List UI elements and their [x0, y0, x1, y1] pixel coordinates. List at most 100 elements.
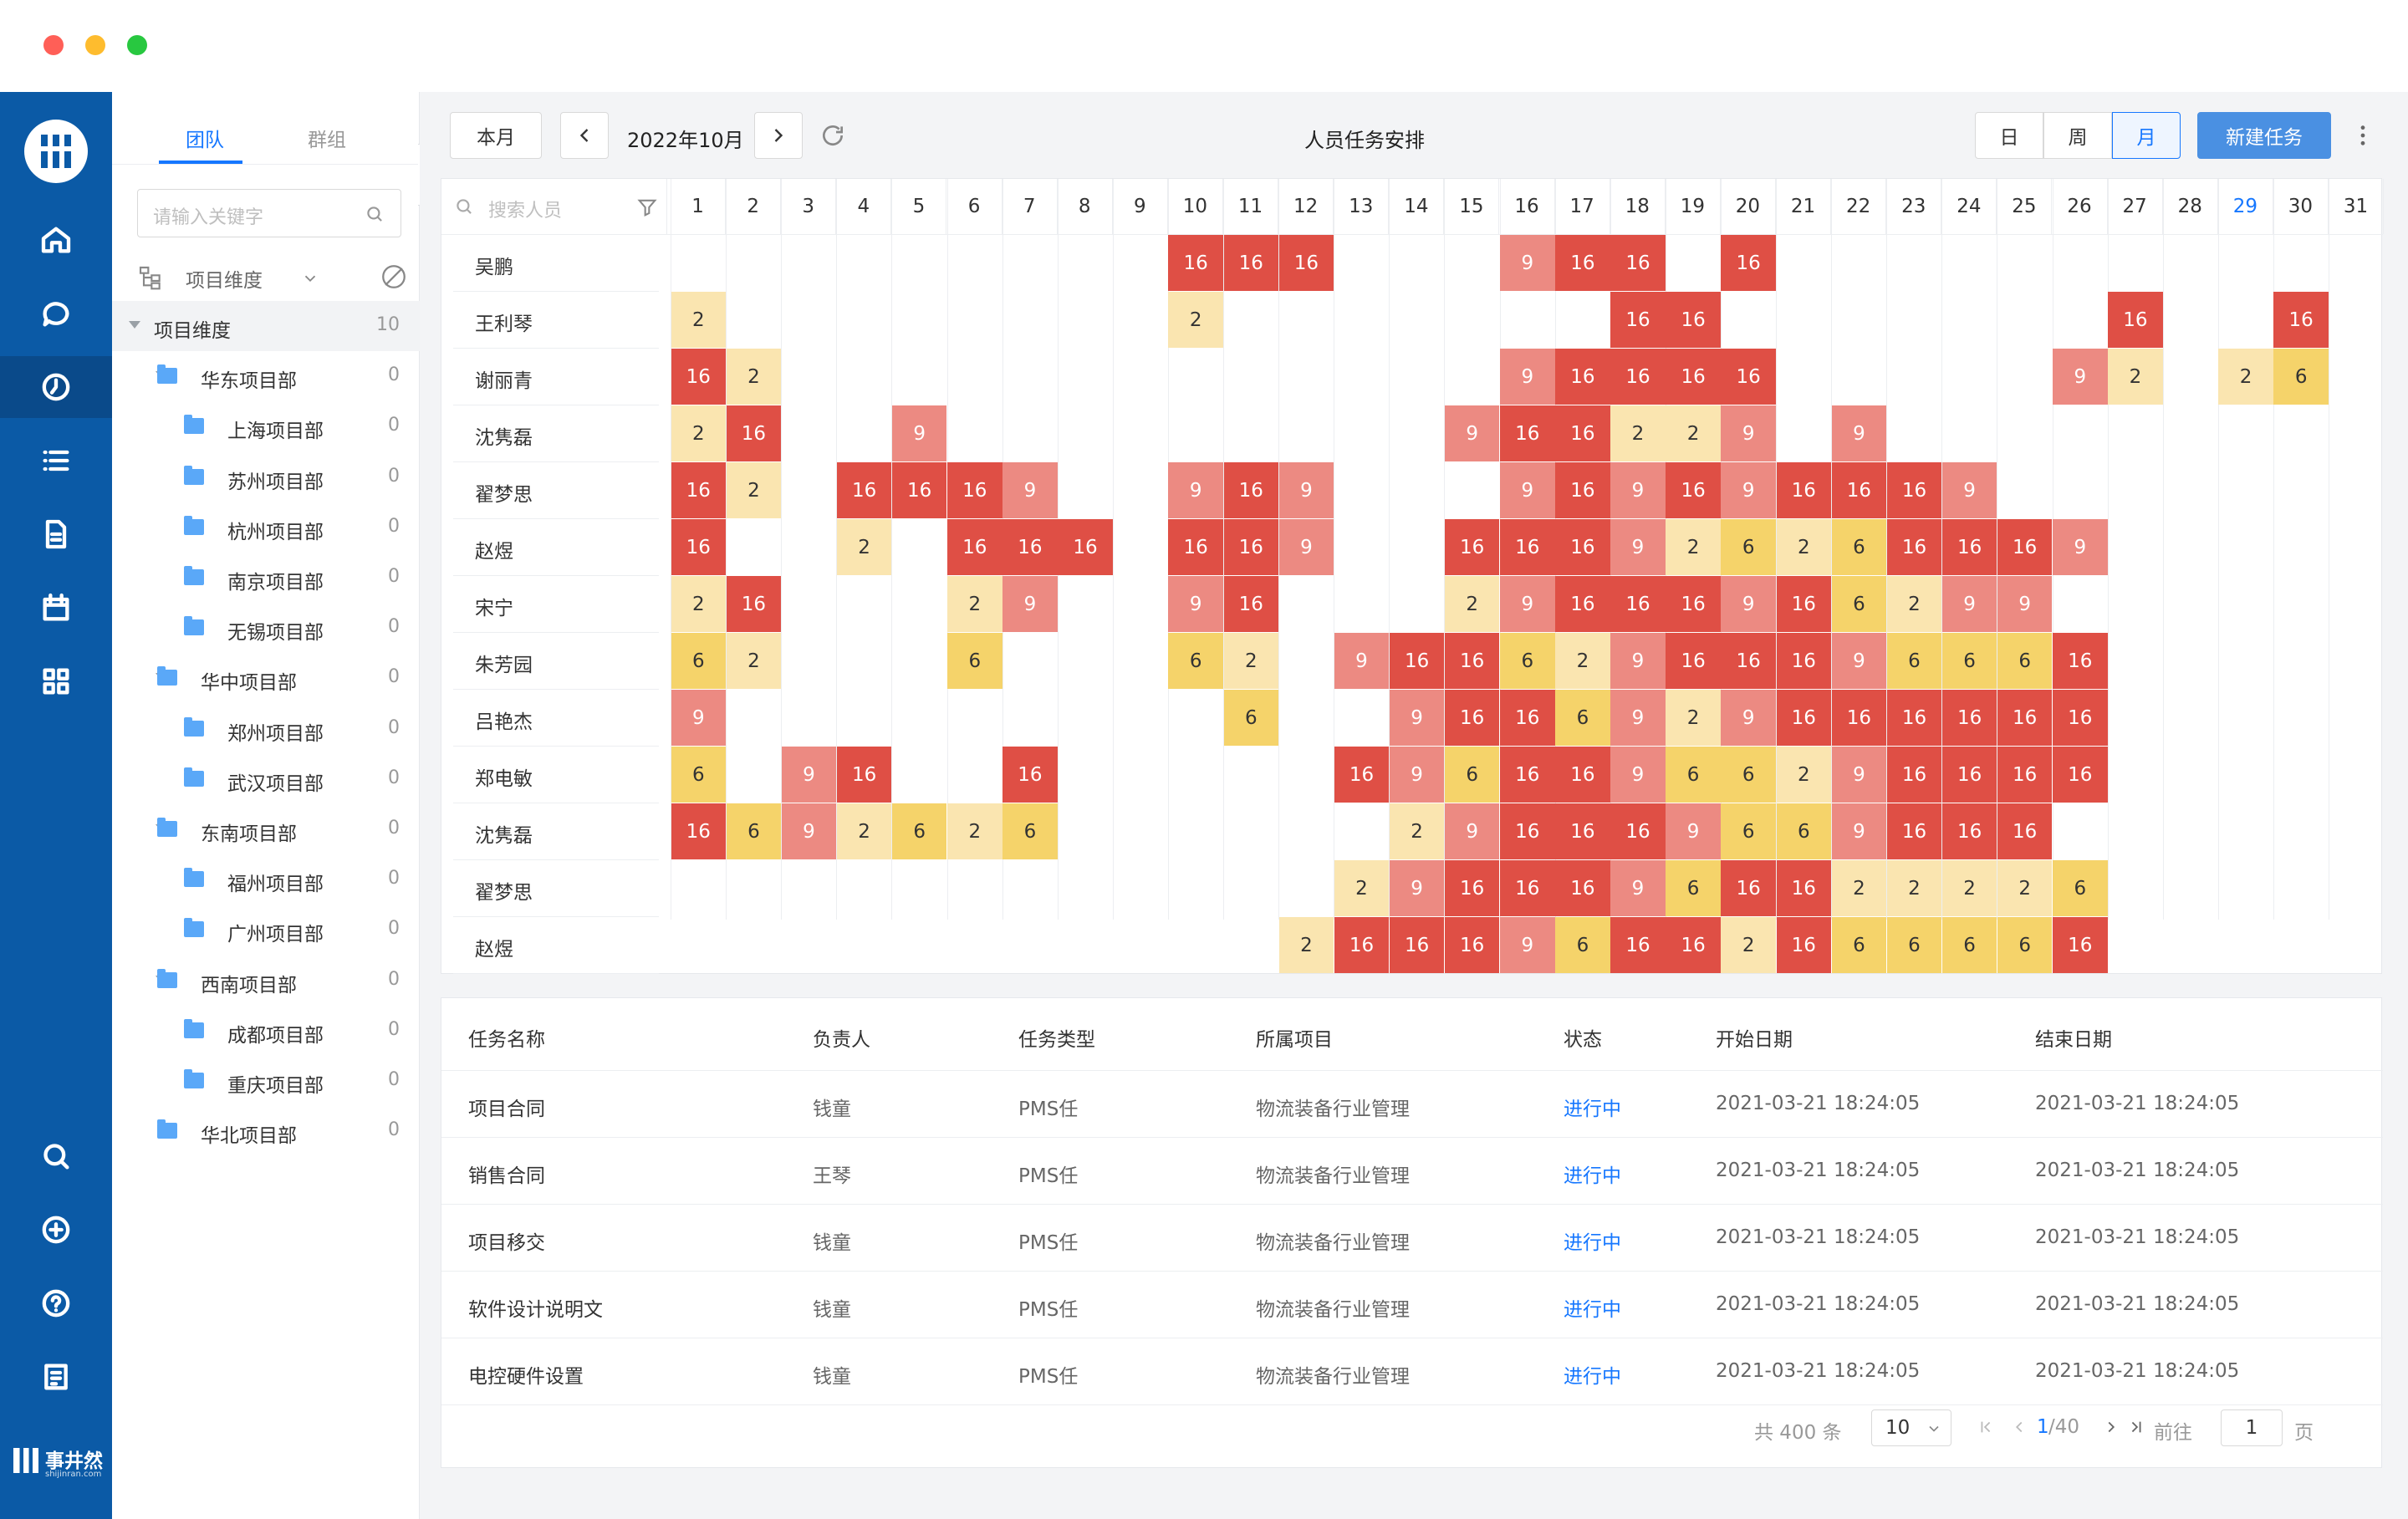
- task-load-cell[interactable]: 16: [1666, 462, 1721, 518]
- task-load-cell[interactable]: 16: [1721, 633, 1776, 689]
- table-row[interactable]: 软件设计说明文 钱童 PMS任 物流装备行业管理 进行中 2021-03-21 18:24…: [441, 1271, 2383, 1338]
- task-load-cell[interactable]: 9: [1500, 917, 1555, 973]
- home-icon[interactable]: [0, 209, 112, 271]
- task-load-cell[interactable]: 2: [1831, 860, 1887, 916]
- task-load-cell[interactable]: 6: [1721, 803, 1776, 859]
- task-load-cell[interactable]: 16: [1610, 803, 1666, 859]
- task-load-cell[interactable]: 16: [2053, 917, 2108, 973]
- first-page-icon[interactable]: [1977, 1418, 1995, 1436]
- task-load-cell[interactable]: 9: [1666, 803, 1721, 859]
- task-load-cell[interactable]: 16: [671, 803, 727, 859]
- view-day-button[interactable]: 日: [1975, 112, 2043, 159]
- person-name[interactable]: 翟梦思: [475, 484, 533, 506]
- task-load-cell[interactable]: 16: [671, 349, 727, 405]
- task-load-cell[interactable]: 16: [1500, 860, 1555, 916]
- no-view-icon[interactable]: [380, 263, 408, 291]
- task-load-cell[interactable]: 16: [1555, 576, 1610, 632]
- task-load-cell[interactable]: 6: [1002, 803, 1058, 859]
- tree-node[interactable]: 华东项目部 0: [112, 351, 420, 401]
- tree-node[interactable]: 杭州项目部 0: [112, 502, 420, 553]
- tree-node[interactable]: 福州项目部 0: [112, 854, 420, 905]
- task-load-cell[interactable]: 16: [1776, 860, 1832, 916]
- task-load-cell[interactable]: 6: [1555, 917, 1610, 973]
- person-name[interactable]: 谢丽青: [475, 370, 533, 392]
- task-load-cell[interactable]: 6: [1997, 633, 2053, 689]
- last-page-icon[interactable]: [2127, 1418, 2145, 1436]
- task-load-cell[interactable]: 6: [1444, 747, 1500, 803]
- task-load-cell[interactable]: 2: [1555, 633, 1610, 689]
- task-load-cell[interactable]: 2: [1444, 576, 1500, 632]
- task-load-cell[interactable]: 16: [1666, 292, 1721, 348]
- task-load-cell[interactable]: 2: [836, 519, 892, 575]
- search-icon[interactable]: [0, 1125, 112, 1187]
- task-load-cell[interactable]: 16: [1997, 690, 2053, 746]
- table-row[interactable]: 电控硬件设置 钱童 PMS任 物流装备行业管理 进行中 2021-03-21 18:24:…: [441, 1338, 2383, 1404]
- task-load-cell[interactable]: 2: [1997, 860, 2053, 916]
- person-name[interactable]: 吕艳杰: [475, 711, 533, 733]
- task-load-cell[interactable]: 6: [1776, 803, 1832, 859]
- task-load-cell[interactable]: 16: [1168, 519, 1223, 575]
- task-load-cell[interactable]: 2: [1223, 633, 1279, 689]
- task-load-cell[interactable]: 16: [1002, 747, 1058, 803]
- task-load-cell[interactable]: 16: [1555, 747, 1610, 803]
- task-load-cell[interactable]: 9: [1610, 747, 1666, 803]
- tree-node[interactable]: 华中项目部 0: [112, 653, 420, 703]
- task-load-cell[interactable]: 16: [1444, 860, 1500, 916]
- task-load-cell[interactable]: 9: [1941, 462, 1997, 518]
- task-load-cell[interactable]: 6: [671, 633, 727, 689]
- close-window-button[interactable]: [43, 35, 64, 55]
- task-load-cell[interactable]: 9: [891, 405, 947, 461]
- person-name[interactable]: 赵煜: [475, 541, 513, 563]
- task-load-cell[interactable]: 2: [947, 576, 1002, 632]
- task-load-cell[interactable]: 9: [1831, 633, 1887, 689]
- task-load-cell[interactable]: 16: [1444, 690, 1500, 746]
- task-load-cell[interactable]: 16: [671, 519, 727, 575]
- refresh-icon[interactable]: [819, 122, 846, 149]
- person-name[interactable]: 王利琴: [475, 313, 533, 335]
- task-load-cell[interactable]: 2: [1776, 747, 1832, 803]
- task-load-cell[interactable]: 16: [1555, 349, 1610, 405]
- task-load-cell[interactable]: 9: [1831, 405, 1887, 461]
- task-load-cell[interactable]: 16: [1610, 292, 1666, 348]
- more-vertical-icon[interactable]: [2349, 122, 2376, 149]
- task-load-cell[interactable]: 6: [671, 747, 727, 803]
- task-load-cell[interactable]: 2: [2108, 349, 2163, 405]
- task-load-cell[interactable]: 16: [1500, 747, 1555, 803]
- task-load-cell[interactable]: 6: [1555, 690, 1610, 746]
- task-load-cell[interactable]: 16: [1444, 633, 1500, 689]
- task-load-cell[interactable]: 16: [1831, 690, 1887, 746]
- task-load-cell[interactable]: 16: [2108, 292, 2163, 348]
- task-load-cell[interactable]: 9: [671, 690, 727, 746]
- task-load-cell[interactable]: 16: [2273, 292, 2329, 348]
- task-load-cell[interactable]: 16: [1223, 576, 1279, 632]
- task-load-cell[interactable]: 16: [1941, 747, 1997, 803]
- task-load-cell[interactable]: 9: [1721, 576, 1776, 632]
- task-load-cell[interactable]: 16: [1444, 917, 1500, 973]
- task-load-cell[interactable]: 16: [1776, 917, 1832, 973]
- task-load-cell[interactable]: 6: [1831, 917, 1887, 973]
- table-row[interactable]: 项目合同 钱童 PMS任 物流装备行业管理 进行中 2021-03-21 18:24:05…: [441, 1070, 2383, 1137]
- task-load-cell[interactable]: 9: [1168, 576, 1223, 632]
- person-search-input[interactable]: 搜索人员: [441, 179, 667, 234]
- task-load-cell[interactable]: 16: [1941, 803, 1997, 859]
- task-load-cell[interactable]: 9: [1444, 803, 1500, 859]
- task-load-cell[interactable]: 6: [891, 803, 947, 859]
- task-load-cell[interactable]: 2: [671, 292, 727, 348]
- task-load-cell[interactable]: 16: [1223, 519, 1279, 575]
- task-load-cell[interactable]: 9: [1610, 690, 1666, 746]
- task-load-cell[interactable]: 6: [1721, 519, 1776, 575]
- tree-node[interactable]: 华北项目部 0: [112, 1106, 420, 1156]
- task-load-cell[interactable]: 9: [1278, 462, 1334, 518]
- task-load-cell[interactable]: 6: [1941, 633, 1997, 689]
- task-load-cell[interactable]: 9: [1002, 576, 1058, 632]
- person-name[interactable]: 朱芳园: [475, 655, 533, 676]
- task-load-cell[interactable]: 16: [2053, 690, 2108, 746]
- document-icon[interactable]: [0, 503, 112, 565]
- caret-down-icon[interactable]: [129, 321, 140, 329]
- next-page-icon[interactable]: [2102, 1418, 2120, 1436]
- task-load-cell[interactable]: 16: [836, 747, 892, 803]
- task-load-cell[interactable]: 16: [1168, 235, 1223, 291]
- report-icon[interactable]: [0, 1346, 112, 1408]
- task-load-cell[interactable]: 2: [1941, 860, 1997, 916]
- task-load-cell[interactable]: 2: [836, 803, 892, 859]
